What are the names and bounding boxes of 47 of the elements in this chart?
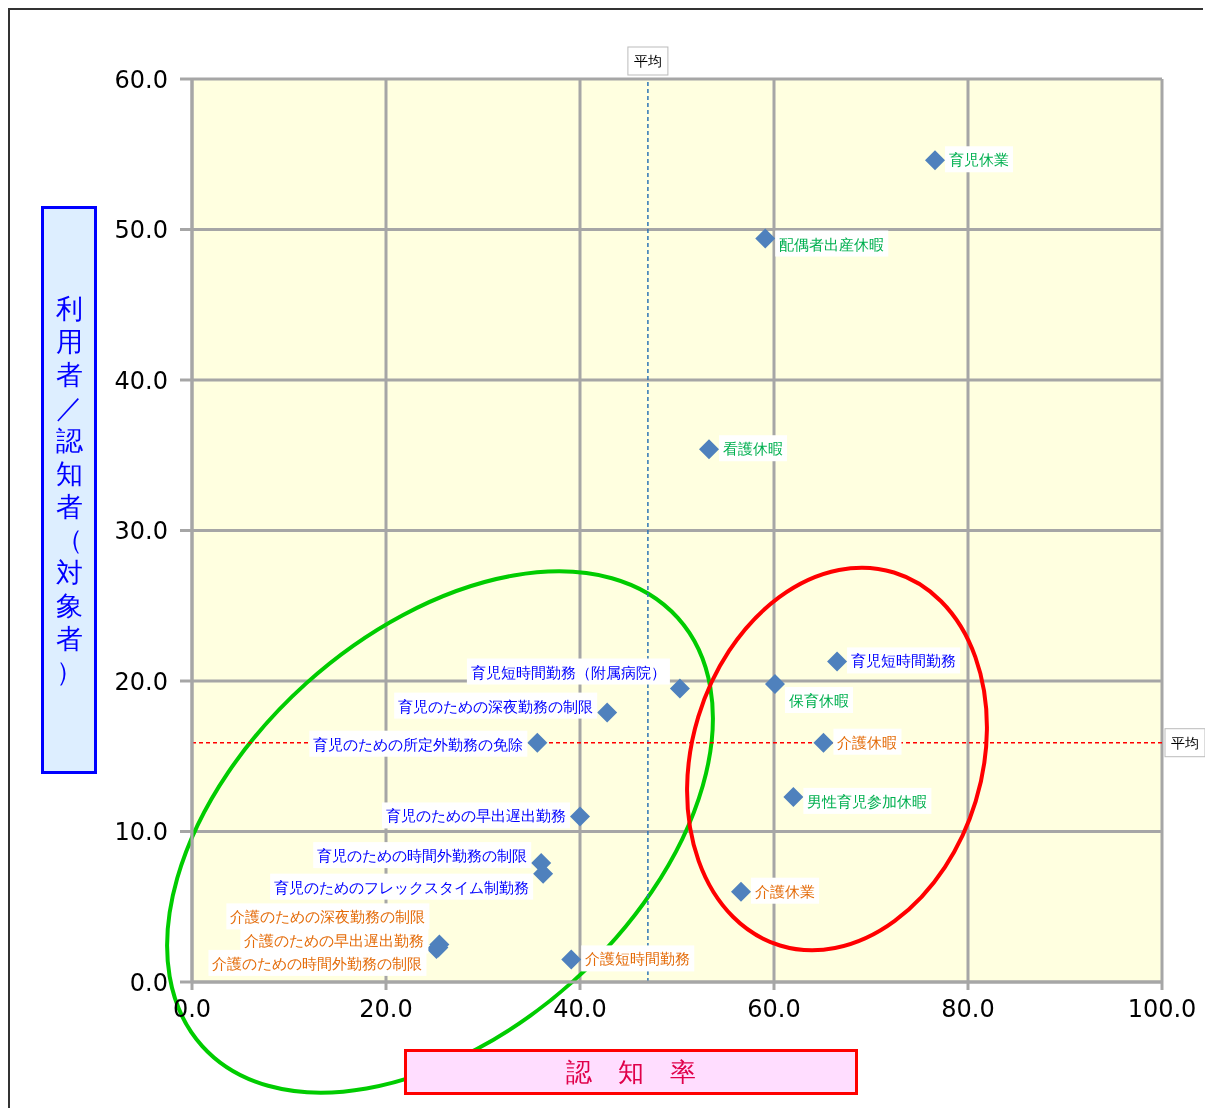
data-label: 育児短時間勤務（附属病院） bbox=[470, 663, 666, 682]
point bbox=[827, 651, 848, 672]
ref-line-label: 平均 bbox=[633, 53, 662, 69]
data-label: 育児短時間勤務 bbox=[851, 652, 957, 671]
point bbox=[699, 439, 720, 460]
data-label: 介護のための深夜勤務の制限 bbox=[230, 908, 426, 927]
x-tick-label: 40.0 bbox=[553, 995, 607, 1024]
point bbox=[731, 881, 752, 902]
point bbox=[925, 150, 946, 171]
y-tick-label: 20.0 bbox=[114, 667, 168, 696]
point bbox=[669, 678, 690, 699]
data-label: 介護のための早出遅出勤務 bbox=[244, 932, 425, 951]
data-label: 配偶者出産休暇 bbox=[779, 235, 885, 254]
data-label: 育児休業 bbox=[949, 151, 1010, 170]
data-label: 介護短時間勤務 bbox=[585, 950, 691, 969]
y-tick-label: 50.0 bbox=[114, 216, 168, 245]
y-tick-label: 40.0 bbox=[114, 366, 168, 395]
point bbox=[813, 732, 834, 753]
data-label: 看護休暇 bbox=[723, 440, 784, 459]
data-label: 育児のための時間外勤務の制限 bbox=[317, 847, 528, 866]
y-tick-label: 0.0 bbox=[129, 968, 168, 997]
point bbox=[570, 806, 590, 827]
data-label: 育児のためのフレックスタイム制勤務 bbox=[274, 878, 530, 897]
data-label: 介護休暇 bbox=[837, 733, 898, 752]
data-label: 保育休暇 bbox=[788, 692, 849, 711]
point bbox=[764, 674, 785, 695]
y-tick-label: 10.0 bbox=[114, 818, 168, 847]
point bbox=[755, 228, 776, 249]
y-tick-label: 30.0 bbox=[114, 517, 168, 546]
x-tick-label: 100.0 bbox=[1127, 995, 1197, 1024]
x-tick-label: 80.0 bbox=[941, 995, 995, 1024]
ref-line-label: 平均 bbox=[1171, 734, 1199, 751]
x-tick-label: 20.0 bbox=[359, 995, 413, 1024]
data-label: 男性育児参加休暇 bbox=[807, 792, 928, 811]
point bbox=[527, 732, 548, 753]
data-label: 育児のための所定外勤務の免除 bbox=[313, 735, 524, 754]
x-axis-title: 認 知 率 bbox=[566, 1055, 696, 1089]
data-label: 介護休業 bbox=[755, 882, 816, 901]
x-tick-label: 60.0 bbox=[747, 995, 801, 1024]
y-tick-label: 60.0 bbox=[114, 65, 168, 94]
point bbox=[597, 702, 618, 723]
data-label: 介護のための時間外勤務の制限 bbox=[212, 954, 423, 973]
point bbox=[783, 786, 804, 807]
data-label: 育児のための早出遅出勤務 bbox=[386, 807, 566, 826]
data-label: 育児のための深夜勤務の制限 bbox=[398, 697, 594, 716]
point bbox=[561, 949, 582, 970]
text: 利用者／認知者（対象者） bbox=[55, 293, 83, 687]
